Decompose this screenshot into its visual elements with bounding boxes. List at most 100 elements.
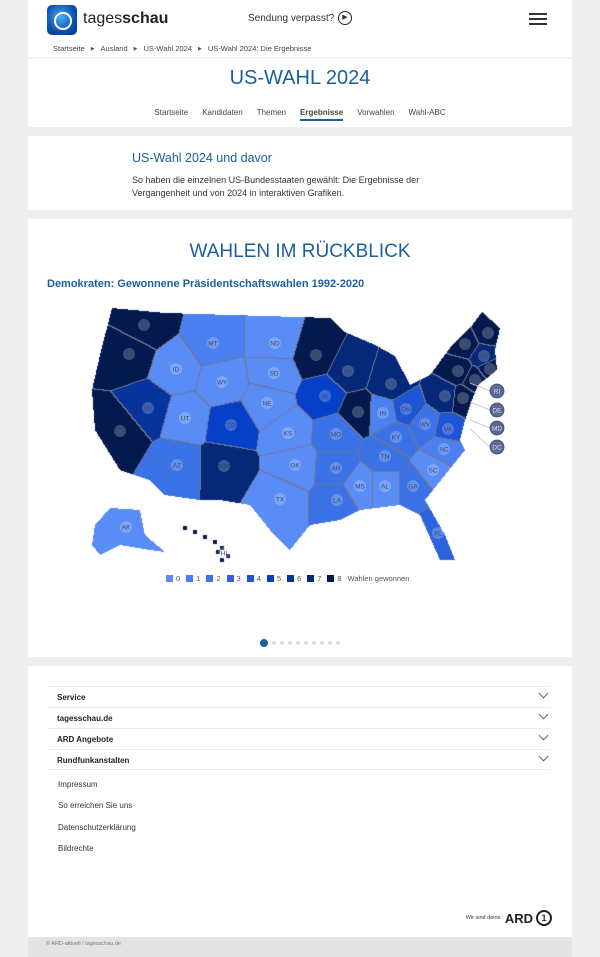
state-tx-marker[interactable]	[274, 493, 286, 505]
state-nv-marker[interactable]	[142, 402, 154, 414]
state-ny-marker[interactable]	[452, 365, 464, 377]
state-ia-marker[interactable]	[319, 390, 331, 402]
state-az-marker[interactable]	[171, 459, 183, 471]
us-map[interactable]	[80, 300, 520, 570]
state-ca-marker[interactable]	[114, 425, 126, 437]
tab-vorwahlen[interactable]: Vorwahlen	[357, 108, 395, 117]
state-la-marker[interactable]	[331, 494, 343, 506]
ard-logo[interactable]: Wir sind deins. ARD 1	[466, 910, 552, 926]
state-ar-marker[interactable]	[330, 462, 342, 474]
state-ne-marker[interactable]	[261, 397, 273, 409]
state-wv-marker[interactable]	[419, 418, 431, 430]
state-il-marker[interactable]	[352, 406, 364, 418]
state-mt-marker[interactable]	[207, 337, 219, 349]
state-sc-marker[interactable]	[427, 464, 439, 476]
state-label: ND	[270, 341, 280, 348]
state-hi-marker[interactable]	[218, 547, 230, 559]
state-co-marker[interactable]	[225, 419, 237, 431]
legend-item: 8	[327, 574, 342, 583]
state-ok-marker[interactable]	[289, 459, 301, 471]
tab-kandidaten[interactable]: Kandidaten	[202, 108, 243, 117]
state-ak-marker[interactable]	[120, 521, 132, 533]
breadcrumb-item[interactable]: Startseite	[53, 44, 85, 53]
state-me-marker[interactable]	[482, 327, 494, 339]
state-mo-marker[interactable]	[330, 428, 342, 440]
state-ct-marker[interactable]	[469, 374, 481, 386]
state-nm-marker[interactable]	[218, 460, 230, 472]
state-oh-marker[interactable]	[400, 403, 412, 415]
state-label: OR	[124, 352, 134, 359]
state-ms-marker[interactable]	[354, 480, 366, 492]
state-de-marker[interactable]	[489, 402, 505, 418]
tab-themen[interactable]: Themen	[256, 108, 287, 117]
carousel-dot[interactable]	[304, 641, 308, 645]
copyright: © ARD-aktuell / tagesschau.de	[28, 937, 572, 957]
link-impressum[interactable]: Impressum	[58, 780, 98, 789]
state-pa-marker[interactable]	[439, 390, 451, 402]
missed-show-link[interactable]: Sendung verpasst?	[248, 13, 335, 24]
state-label: CA	[115, 429, 125, 436]
intro-text: So haben die einzelnen US-Bundesstaaten …	[132, 175, 420, 198]
state-or-marker[interactable]	[123, 348, 135, 360]
carousel-dot[interactable]	[328, 641, 332, 645]
footer-section-service[interactable]: Service	[47, 686, 551, 707]
state-nd-marker[interactable]	[269, 337, 281, 349]
link-datenschutz[interactable]: Datenschutzerklärung	[58, 823, 136, 832]
state-ks-marker[interactable]	[282, 427, 294, 439]
footer-section-rundfunkanstalten[interactable]: Rundfunkanstalten	[47, 749, 551, 770]
carousel-dot[interactable]	[280, 641, 284, 645]
tagesschau-logo[interactable]	[47, 5, 77, 35]
state-wi-marker[interactable]	[342, 365, 354, 377]
carousel-dot[interactable]	[272, 641, 276, 645]
play-icon[interactable]: ▶	[338, 11, 352, 25]
tab-ergebnisse[interactable]: Ergebnisse	[300, 108, 344, 121]
state-label: MI	[387, 382, 394, 389]
breadcrumb-item[interactable]: Ausland	[100, 44, 128, 53]
state-dc-marker[interactable]	[489, 439, 505, 455]
state-ga-marker[interactable]	[407, 480, 419, 492]
state-al-marker[interactable]	[379, 480, 391, 492]
state-ut-marker[interactable]	[179, 412, 191, 424]
carousel-dot[interactable]	[320, 641, 324, 645]
state-label: UT	[181, 416, 190, 423]
state-label: FL	[434, 531, 442, 538]
carousel-dot[interactable]	[336, 641, 340, 645]
state-wa-marker[interactable]	[138, 319, 150, 331]
carousel-dot[interactable]	[312, 641, 316, 645]
state-ri-marker[interactable]	[489, 383, 505, 399]
menu-icon[interactable]	[529, 13, 547, 25]
state-nc-marker[interactable]	[438, 443, 450, 455]
state-in-marker[interactable]	[377, 407, 389, 419]
tab-startseite[interactable]: Startseite	[154, 108, 189, 117]
state-id-marker[interactable]	[170, 363, 182, 375]
triangle-right-icon: ▶	[90, 46, 95, 52]
carousel-dot[interactable]	[260, 639, 268, 647]
state-label: NC	[439, 447, 449, 454]
state-nh-marker[interactable]	[478, 350, 490, 362]
state-md-marker[interactable]	[489, 420, 505, 436]
state-label: ID	[173, 367, 180, 374]
state-sd-marker[interactable]	[268, 367, 280, 379]
footer-section-ard-angebote[interactable]: ARD Angebote	[47, 728, 551, 749]
tab-wahl-abc[interactable]: Wahl-ABC	[408, 108, 446, 117]
brand-bold: schau	[122, 10, 169, 27]
state-ma-marker[interactable]	[484, 363, 496, 375]
state-va-marker[interactable]	[442, 423, 454, 435]
carousel-dot[interactable]	[296, 641, 300, 645]
state-label: NE	[262, 401, 272, 408]
state-wy-marker[interactable]	[216, 376, 228, 388]
footer-section-tagesschau[interactable]: tagesschau.de	[47, 707, 551, 728]
state-fl-marker[interactable]	[432, 527, 444, 539]
state-vt-marker[interactable]	[459, 338, 471, 350]
carousel-dot[interactable]	[288, 641, 292, 645]
state-tn-marker[interactable]	[379, 450, 391, 462]
state-mn-marker[interactable]	[310, 349, 322, 361]
state-mi-marker[interactable]	[385, 378, 397, 390]
breadcrumb-item[interactable]: US-Wahl 2024	[143, 44, 193, 53]
legend-item: 2	[206, 574, 221, 583]
link-kontakt[interactable]: So erreichen Sie uns	[58, 801, 133, 810]
state-nj-marker[interactable]	[457, 392, 469, 404]
brand-name[interactable]: tagesschau	[83, 10, 168, 28]
link-bildrechte[interactable]: Bildrechte	[58, 844, 94, 853]
state-ky-marker[interactable]	[390, 431, 402, 443]
